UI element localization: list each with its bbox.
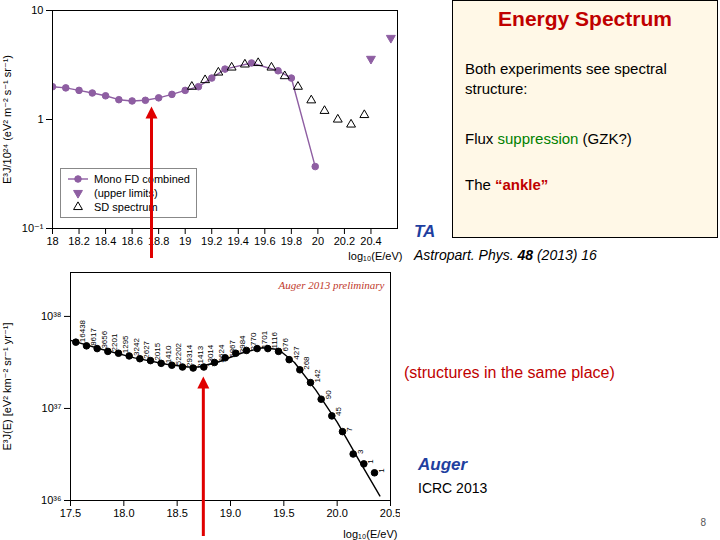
svg-text:10⁻¹: 10⁻¹ — [22, 222, 44, 234]
svg-text:19.8: 19.8 — [281, 235, 302, 247]
html-text:SD spectrum: SD spectrum — [94, 201, 158, 213]
svg-text:19.2: 19.2 — [201, 235, 222, 247]
svg-text:7: 7 — [345, 427, 354, 432]
svg-text:20.4: 20.4 — [360, 235, 381, 247]
svg-text:676: 676 — [281, 337, 290, 351]
svg-text:E³J(E) [eV² km⁻² sr⁻¹ yr⁻¹]: E³J(E) [eV² km⁻² sr⁻¹ yr⁻¹] — [1, 322, 13, 450]
svg-text:8617: 8617 — [89, 327, 98, 345]
svg-text:21413: 21413 — [196, 345, 205, 368]
svg-text:2627: 2627 — [142, 340, 151, 358]
svg-text:19.6: 19.6 — [254, 235, 275, 247]
svg-text:5867: 5867 — [227, 340, 237, 358]
html-text:Flux suppression (GZK?): Flux suppression (GZK?) — [465, 130, 632, 147]
svg-text:1: 1 — [37, 113, 43, 125]
html-text:Auger: Auger — [418, 455, 468, 474]
svg-text:10³⁷: 10³⁷ — [42, 402, 62, 414]
html-text:The “ankle”: The “ankle” — [465, 176, 549, 193]
svg-text:18.0: 18.0 — [113, 507, 134, 519]
svg-text:19: 19 — [179, 235, 191, 247]
svg-text:18.2: 18.2 — [68, 235, 89, 247]
svg-text:18.8: 18.8 — [148, 235, 169, 247]
svg-text:8624: 8624 — [217, 344, 227, 363]
html-text:Energy Spectrum: Energy Spectrum — [498, 7, 672, 30]
svg-text:3984: 3984 — [238, 335, 247, 353]
html-text:Both experiments see spectral: Both experiments see spectral structure: — [465, 60, 667, 97]
svg-text:log₁₀(E/eV): log₁₀(E/eV) — [348, 250, 402, 262]
html-text:Astropart. Phys. 48 (2013) 16: Astropart. Phys. 48 (2013) 16 — [414, 247, 597, 263]
svg-text:1295: 1295 — [121, 335, 130, 353]
svg-text:16438: 16438 — [78, 319, 87, 342]
svg-text:18.6: 18.6 — [121, 235, 142, 247]
svg-text:20: 20 — [312, 235, 324, 247]
svg-text:10³⁸: 10³⁸ — [41, 310, 62, 322]
svg-text:10: 10 — [31, 4, 43, 16]
svg-text:1116: 1116 — [270, 331, 279, 348]
svg-text:427: 427 — [292, 346, 301, 360]
svg-text:19.0: 19.0 — [220, 507, 241, 519]
svg-text:1701: 1701 — [260, 330, 269, 348]
svg-text:1410: 1410 — [164, 345, 173, 363]
svg-text:Auger 2013 preliminary: Auger 2013 preliminary — [278, 279, 385, 291]
html-text:(upper limits): (upper limits) — [94, 187, 158, 199]
svg-text:E³J/10²⁴ (eV² m⁻² s⁻¹ sr⁻¹): E³J/10²⁴ (eV² m⁻² s⁻¹ sr⁻¹) — [1, 55, 13, 184]
html-text:Mono FD combined: Mono FD combined — [94, 173, 190, 185]
svg-text:2015: 2015 — [153, 342, 162, 360]
svg-text:18.5: 18.5 — [166, 507, 187, 519]
svg-text:268: 268 — [302, 356, 311, 370]
html-text:TA: TA — [414, 222, 436, 241]
svg-text:1: 1 — [377, 468, 386, 473]
svg-text:18: 18 — [46, 235, 58, 247]
svg-text:3656: 3656 — [100, 330, 109, 348]
svg-text:20.2: 20.2 — [334, 235, 355, 247]
svg-text:18.4: 18.4 — [95, 235, 116, 247]
svg-text:29314: 29314 — [185, 344, 194, 367]
svg-text:45: 45 — [334, 406, 343, 415]
html-text:ICRC 2013: ICRC 2013 — [418, 480, 488, 496]
svg-text:2770: 2770 — [249, 332, 258, 350]
svg-text:52202: 52202 — [174, 342, 183, 365]
svg-text:20.0: 20.0 — [326, 507, 347, 519]
svg-text:19.5: 19.5 — [273, 507, 294, 519]
svg-text:13014: 13014 — [206, 344, 216, 367]
svg-text:log₁₀(E/eV): log₁₀(E/eV) — [343, 528, 397, 540]
svg-text:19.4: 19.4 — [228, 235, 249, 247]
svg-text:2201: 2201 — [110, 333, 119, 351]
svg-text:3242: 3242 — [132, 338, 141, 356]
svg-text:17.5: 17.5 — [60, 507, 81, 519]
svg-text:142: 142 — [313, 369, 322, 383]
html-text:(structures in the same place): (structures in the same place) — [404, 364, 615, 381]
svg-text:3: 3 — [356, 449, 365, 454]
svg-text:20.5: 20.5 — [380, 507, 400, 519]
svg-text:90: 90 — [324, 390, 333, 399]
svg-text:1: 1 — [366, 459, 375, 464]
svg-text:10³⁶: 10³⁶ — [41, 494, 61, 506]
html-text:8: 8 — [700, 517, 706, 528]
